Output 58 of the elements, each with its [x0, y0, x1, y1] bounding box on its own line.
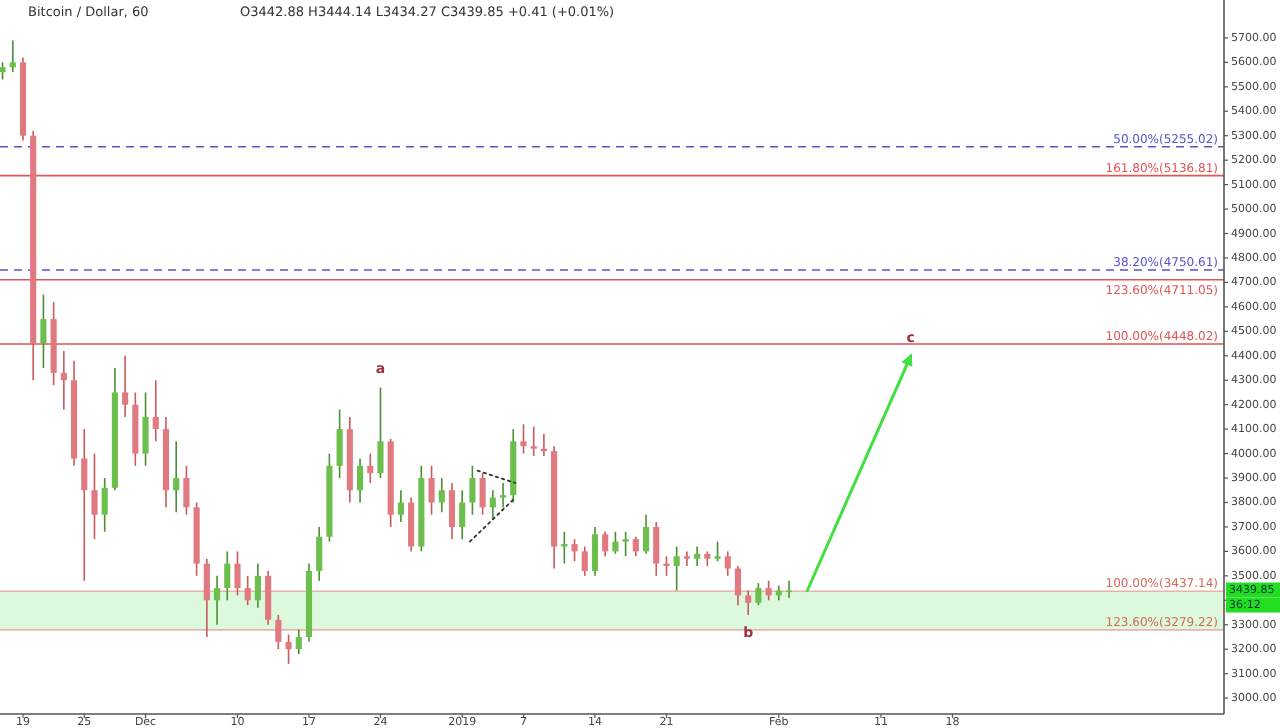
candlestick — [254, 562, 261, 609]
candlestick — [724, 550, 731, 577]
candlestick — [295, 628, 302, 655]
candlestick — [459, 489, 466, 540]
candlestick — [694, 545, 701, 567]
candlestick — [469, 465, 476, 516]
candlestick — [642, 513, 650, 555]
candlestick — [612, 531, 619, 555]
candlestick — [336, 408, 343, 479]
candlestick — [499, 482, 507, 509]
candlestick — [203, 557, 210, 638]
candlestick — [632, 535, 639, 558]
candlestick — [489, 489, 496, 521]
candlestick — [244, 575, 251, 606]
candlestick — [122, 354, 129, 418]
candlestick — [152, 379, 159, 443]
candlestick — [173, 440, 180, 514]
candlestick — [234, 550, 241, 597]
candlestick — [530, 425, 537, 457]
candlestick — [367, 452, 374, 484]
candlestick — [734, 565, 742, 606]
candlestick — [224, 550, 231, 602]
candlestick — [285, 633, 292, 665]
candlestick — [714, 540, 721, 562]
candlestick — [213, 575, 221, 626]
candlestick — [755, 582, 762, 606]
candlestick — [9, 39, 16, 73]
candlestick — [581, 545, 588, 577]
candlestick — [265, 570, 272, 626]
candlestick — [316, 526, 323, 582]
candlestick — [428, 465, 435, 516]
candlestick — [60, 350, 67, 411]
candlestick — [397, 489, 404, 523]
candlestick — [448, 482, 456, 540]
candlestick — [81, 428, 88, 582]
candlestick — [663, 555, 670, 577]
candlestick — [101, 477, 108, 533]
candlestick — [622, 531, 629, 558]
candlestick — [673, 545, 680, 592]
candlestick — [561, 531, 568, 565]
candlestick — [183, 465, 190, 516]
candlestick — [745, 589, 752, 616]
candlestick — [356, 457, 364, 504]
candlestick — [142, 391, 149, 467]
candlestick — [765, 579, 772, 602]
candlestick — [683, 550, 690, 567]
candlestick — [571, 538, 578, 562]
candlestick — [408, 496, 415, 553]
candlestick — [91, 452, 98, 540]
candlestick — [479, 472, 486, 516]
candlestick — [377, 386, 384, 479]
candlestick — [591, 526, 599, 577]
candlestick — [602, 531, 609, 558]
candlestick — [275, 614, 282, 650]
candlestick — [438, 477, 445, 514]
candlestick — [40, 293, 47, 369]
candlestick — [653, 521, 660, 577]
candlestick — [520, 423, 527, 455]
